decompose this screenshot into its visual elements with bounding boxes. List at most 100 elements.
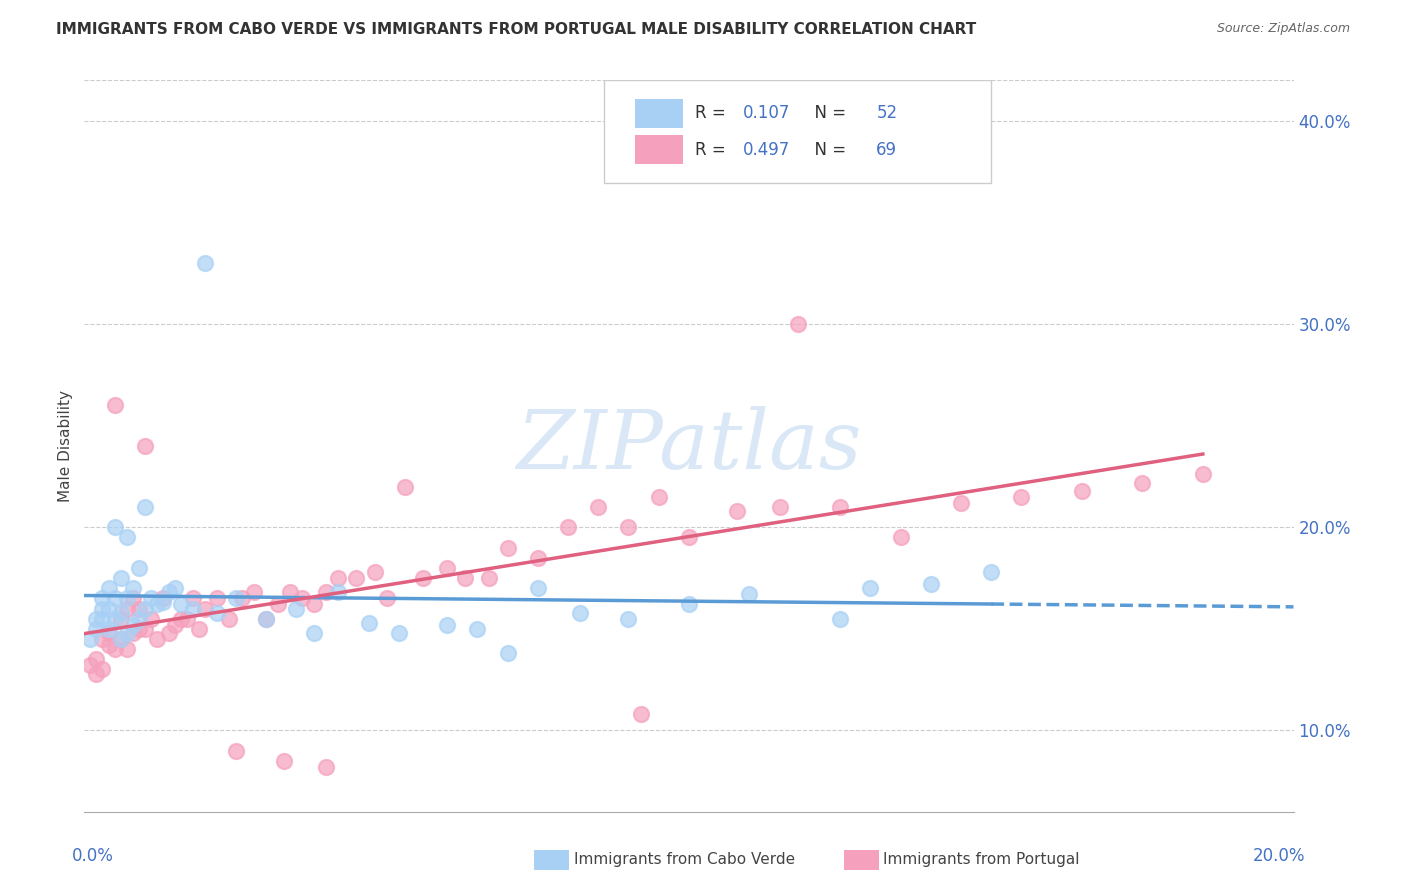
Point — [1071, 483, 1094, 498]
Point — [617, 520, 640, 534]
Text: R =: R = — [695, 104, 731, 122]
Point — [557, 520, 579, 534]
Point — [134, 500, 156, 514]
Text: 0.497: 0.497 — [744, 141, 790, 159]
Point — [176, 612, 198, 626]
Point — [115, 642, 138, 657]
Point — [254, 612, 277, 626]
Point — [225, 591, 247, 606]
Point — [231, 591, 253, 606]
Point — [569, 606, 592, 620]
Point — [980, 565, 1002, 579]
Point — [346, 571, 368, 585]
Point — [115, 591, 138, 606]
Point — [128, 622, 150, 636]
Point — [363, 565, 385, 579]
Point — [128, 561, 150, 575]
Text: ZIPatlas: ZIPatlas — [516, 406, 862, 486]
Point — [630, 707, 652, 722]
Point — [97, 626, 120, 640]
Point — [328, 585, 350, 599]
Point — [194, 256, 217, 270]
Point — [115, 626, 138, 640]
Point — [273, 754, 295, 768]
Point — [647, 490, 671, 504]
Point — [678, 530, 700, 544]
Point — [302, 626, 325, 640]
Point — [315, 760, 337, 774]
Point — [242, 585, 264, 599]
Point — [128, 612, 150, 626]
Point — [1130, 475, 1153, 490]
Point — [86, 622, 108, 636]
Text: 0.0%: 0.0% — [72, 847, 114, 864]
Point — [830, 500, 852, 514]
Point — [357, 615, 380, 630]
Text: 20.0%: 20.0% — [1253, 847, 1306, 864]
Point — [267, 598, 290, 612]
Point — [436, 617, 458, 632]
Point — [97, 622, 120, 636]
Point — [97, 638, 120, 652]
Point — [110, 606, 132, 620]
Point — [152, 595, 174, 609]
Point — [436, 561, 458, 575]
Text: N =: N = — [804, 104, 851, 122]
Point — [859, 581, 882, 595]
Point — [375, 591, 398, 606]
Point — [526, 581, 548, 595]
Text: R =: R = — [695, 141, 731, 159]
Text: N =: N = — [804, 141, 851, 159]
Point — [91, 632, 114, 646]
Point — [146, 632, 169, 646]
Point — [412, 571, 434, 585]
FancyBboxPatch shape — [605, 80, 991, 183]
Point — [394, 480, 416, 494]
Point — [152, 591, 174, 606]
Point — [134, 439, 156, 453]
Point — [496, 541, 519, 555]
Point — [79, 632, 101, 646]
Point — [588, 500, 610, 514]
Point — [388, 626, 411, 640]
Point — [115, 601, 138, 615]
Text: IMMIGRANTS FROM CABO VERDE VS IMMIGRANTS FROM PORTUGAL MALE DISABILITY CORRELATI: IMMIGRANTS FROM CABO VERDE VS IMMIGRANTS… — [56, 22, 977, 37]
Point — [134, 601, 156, 615]
Point — [91, 591, 114, 606]
Point — [97, 581, 120, 595]
Point — [738, 587, 761, 601]
Point — [104, 642, 127, 657]
Point — [163, 581, 186, 595]
Point — [115, 530, 138, 544]
Point — [725, 504, 748, 518]
Point — [121, 626, 143, 640]
Point — [104, 520, 127, 534]
Point — [315, 585, 337, 599]
Point — [139, 612, 162, 626]
Point — [254, 612, 277, 626]
Point — [146, 598, 169, 612]
Text: Immigrants from Cabo Verde: Immigrants from Cabo Verde — [574, 853, 794, 867]
Point — [454, 571, 477, 585]
Point — [91, 612, 114, 626]
Point — [157, 585, 180, 599]
Text: 0.107: 0.107 — [744, 104, 790, 122]
Point — [1191, 467, 1213, 482]
Point — [950, 496, 973, 510]
Point — [188, 622, 211, 636]
Point — [478, 571, 501, 585]
Point — [97, 601, 120, 615]
Point — [920, 577, 942, 591]
Point — [121, 591, 143, 606]
Point — [678, 598, 700, 612]
Point — [163, 617, 186, 632]
Bar — [634, 136, 683, 164]
Point — [170, 598, 193, 612]
Point — [218, 612, 240, 626]
Point — [79, 658, 101, 673]
Text: Source: ZipAtlas.com: Source: ZipAtlas.com — [1216, 22, 1350, 36]
Point — [467, 622, 489, 636]
Point — [128, 601, 150, 615]
Point — [91, 601, 114, 615]
Point — [110, 612, 132, 626]
